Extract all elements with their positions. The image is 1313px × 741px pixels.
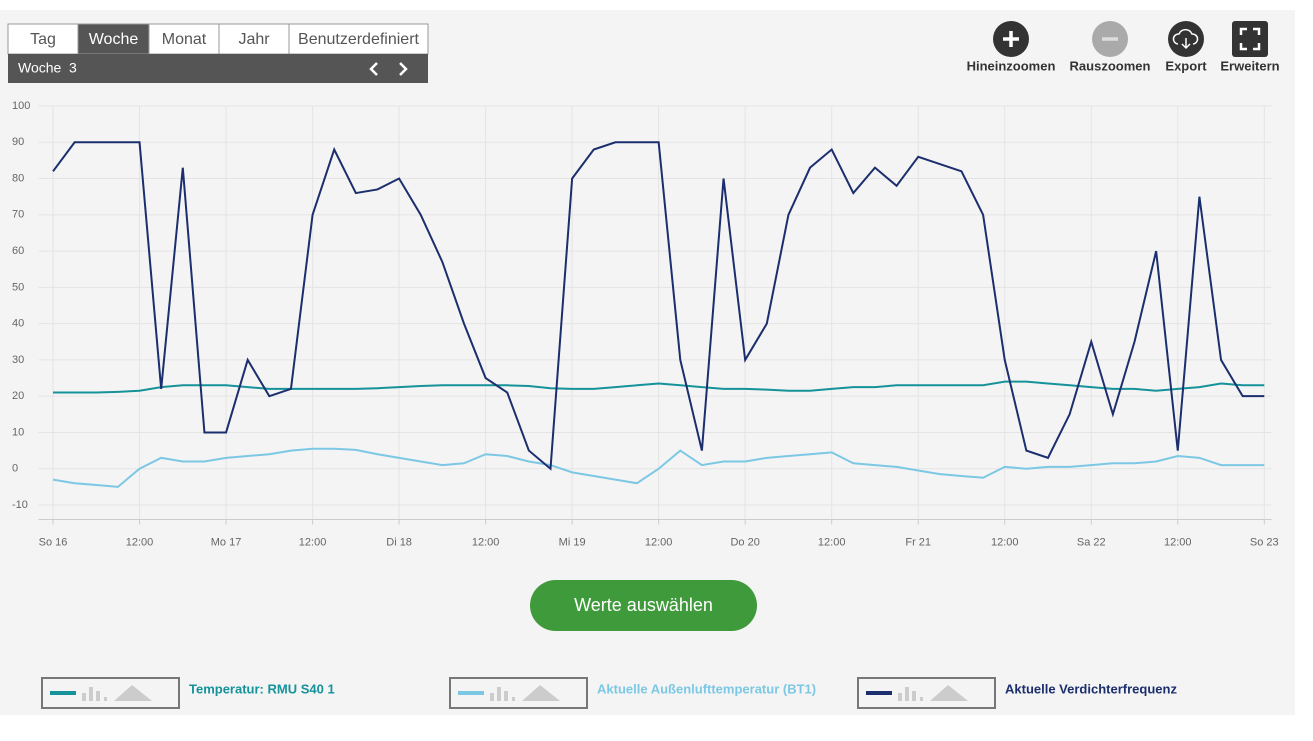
x-tick-label: Mi 19 xyxy=(559,536,586,548)
legend: Temperatur: RMU S40 1 Aktuelle Außenluftt… xyxy=(41,677,1177,709)
tab-label: Tag xyxy=(30,31,56,48)
y-tick-label: 30 xyxy=(12,354,24,366)
tab-label: Monat xyxy=(162,31,207,48)
period-bar xyxy=(8,54,428,83)
legend-icon xyxy=(82,685,152,701)
legend-box xyxy=(41,677,180,709)
toolbar-label: Export xyxy=(1165,58,1207,73)
x-tick-label: Do 20 xyxy=(730,536,759,548)
tab[interactable] xyxy=(77,23,150,55)
tab-label: Benutzerdefiniert xyxy=(298,31,420,48)
y-tick-label: 90 xyxy=(12,136,24,148)
expand-icon[interactable] xyxy=(1232,21,1268,57)
zoom-in-icon[interactable] xyxy=(993,21,1029,57)
zoom-out-icon[interactable] xyxy=(1092,21,1128,57)
chart: -10 0 10 20 30 40 50 60 70 80 90 100 So 16 12:00 Mo 17… xyxy=(12,100,1279,549)
x-tick-label: Fr 21 xyxy=(905,536,931,548)
x-tick-label: So 16 xyxy=(39,536,68,548)
export-icon[interactable] xyxy=(1168,21,1204,57)
x-tick-label: So 23 xyxy=(1250,536,1279,548)
legend-label: Aktuelle Außenlufttemperatur (BT1) xyxy=(597,681,816,696)
tab-label: Jahr xyxy=(238,31,270,48)
legend-box xyxy=(449,677,588,709)
x-tick-label: 12:00 xyxy=(818,536,846,548)
period-label: Woche xyxy=(18,60,62,76)
legend-item[interactable]: Aktuelle Außenlufttemperatur (BT1) xyxy=(449,677,816,709)
x-tick-label: 12:00 xyxy=(1164,536,1192,548)
y-tick-label: 20 xyxy=(12,390,24,402)
tab-label: Woche xyxy=(89,31,139,48)
legend-label: Aktuelle Verdichterfrequenz xyxy=(1005,681,1177,696)
y-tick-label: 100 xyxy=(12,100,30,112)
x-tick-label: Sa 22 xyxy=(1077,536,1106,548)
legend-label: Temperatur: RMU S40 1 xyxy=(189,681,335,696)
y-tick-label: 10 xyxy=(12,426,24,438)
y-tick-label: 80 xyxy=(12,172,24,184)
prev-arrow[interactable] xyxy=(369,62,378,76)
period-number: 3 xyxy=(69,60,77,76)
tab[interactable] xyxy=(148,23,220,55)
y-tick-label: 60 xyxy=(12,245,24,257)
x-tick-label: 12:00 xyxy=(645,536,673,548)
legend-item[interactable]: Aktuelle Verdichterfrequenz xyxy=(857,677,1177,709)
y-tick-label: -10 xyxy=(12,499,28,511)
y-tick-label: 50 xyxy=(12,281,24,293)
button-label: Werte auswählen xyxy=(574,595,713,615)
x-tick-label: 12:00 xyxy=(299,536,327,548)
tab[interactable] xyxy=(7,23,79,55)
tab-bar: Tag Woche Monat Jahr Benutzerdefiniert xyxy=(7,23,429,55)
series-line xyxy=(53,380,1265,394)
legend-icon xyxy=(898,685,968,701)
toolbar-label: Hineinzoomen xyxy=(967,58,1056,73)
x-tick-label: 12:00 xyxy=(472,536,500,548)
x-tick-label: Mo 17 xyxy=(211,536,242,548)
legend-item[interactable]: Temperatur: RMU S40 1 xyxy=(41,677,335,709)
legend-box xyxy=(857,677,996,709)
legend-icon xyxy=(490,685,560,701)
x-tick-label: Di 18 xyxy=(386,536,412,548)
y-tick-label: 0 xyxy=(12,463,18,475)
toolbar-label: Rauszoomen xyxy=(1070,58,1151,73)
toolbar-label: Erweitern xyxy=(1220,58,1279,73)
y-tick-label: 70 xyxy=(12,209,24,221)
next-arrow[interactable] xyxy=(399,62,408,76)
series-line xyxy=(52,447,1265,488)
select-values-button[interactable] xyxy=(530,580,757,631)
x-tick-label: 12:00 xyxy=(126,536,154,548)
series-line xyxy=(52,141,1265,471)
x-tick-label: 12:00 xyxy=(991,536,1019,548)
y-tick-label: 40 xyxy=(12,318,24,330)
